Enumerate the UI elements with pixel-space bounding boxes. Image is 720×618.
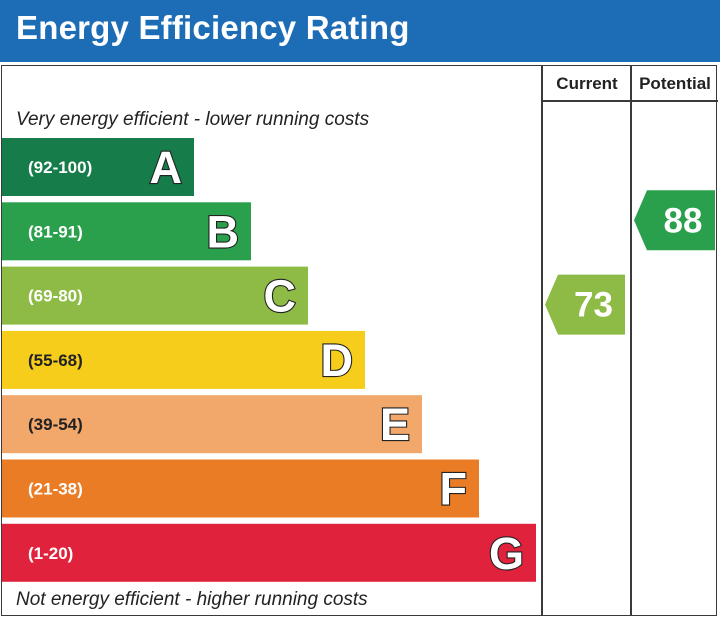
- column-header-divider: [542, 100, 718, 102]
- band-range-e: (39-54): [28, 415, 83, 434]
- band-letter-d: D: [321, 335, 354, 386]
- band-range-d: (55-68): [28, 351, 83, 370]
- potential-rating-arrow-value: 88: [664, 201, 703, 240]
- band-bar-e: [2, 395, 422, 454]
- band-range-c: (69-80): [28, 287, 83, 306]
- band-d: (55-68) D: [2, 330, 365, 389]
- band-letter-f: F: [440, 464, 468, 515]
- caption-top: Very energy efficient - lower running co…: [16, 109, 370, 130]
- band-bar-a: [2, 138, 194, 196]
- column-header-current: Current: [556, 74, 618, 93]
- band-bar-g: [2, 523, 536, 582]
- column-header-potential: Potential: [639, 74, 711, 93]
- band-range-a: (92-100): [28, 158, 92, 177]
- band-a: (92-100) A: [2, 138, 194, 196]
- band-bar-b: [2, 202, 251, 261]
- divider-potential: [630, 65, 632, 616]
- band-letter-a: A: [150, 142, 183, 193]
- rating-frame: [1, 65, 717, 616]
- band-letter-g: G: [489, 528, 524, 579]
- chart-title: Energy Efficiency Rating: [16, 9, 410, 46]
- band-range-b: (81-91): [28, 222, 83, 241]
- band-f: (21-38) F: [2, 459, 479, 518]
- caption-bottom: Not energy efficient - higher running co…: [16, 589, 368, 610]
- band-letter-b: B: [207, 206, 240, 257]
- potential-rating-arrow-shape: [634, 190, 715, 251]
- band-g: (1-20) G: [2, 523, 536, 582]
- current-rating-arrow: 73: [545, 274, 625, 335]
- band-bar-c: [2, 266, 308, 325]
- current-rating-arrow-shape: [545, 274, 625, 335]
- band-range-f: (21-38): [28, 480, 83, 499]
- divider-current: [541, 65, 543, 616]
- potential-rating-arrow: 88: [634, 190, 715, 251]
- current-rating-arrow-value: 73: [574, 286, 613, 325]
- band-range-g: (1-20): [28, 544, 73, 563]
- band-e: (39-54) E: [2, 395, 422, 454]
- band-letter-c: C: [264, 271, 297, 322]
- band-c: (69-80) C: [2, 266, 308, 325]
- band-letter-e: E: [380, 399, 410, 450]
- band-bar-d: [2, 330, 365, 389]
- band-bar-f: [2, 459, 479, 518]
- header-bar: Energy Efficiency Rating: [0, 0, 720, 62]
- band-b: (81-91) B: [2, 202, 251, 261]
